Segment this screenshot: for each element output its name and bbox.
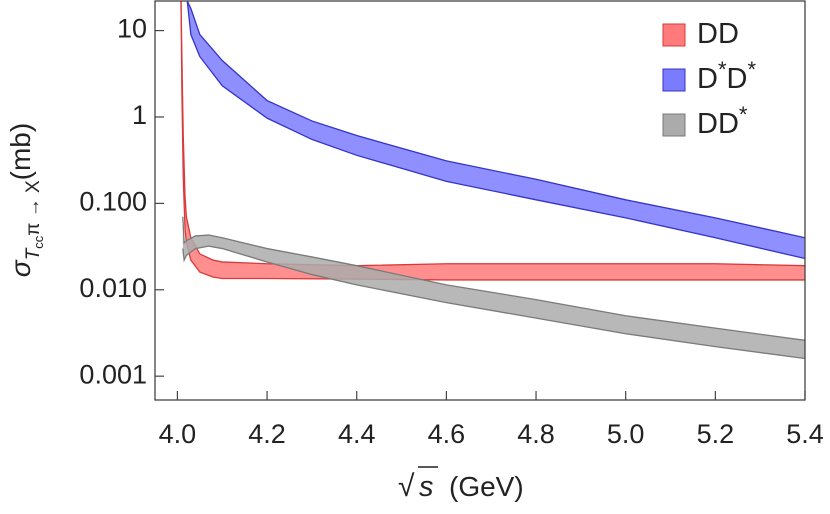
y-tick-label: 0.100: [79, 187, 147, 217]
x-tick-label: 5.0: [607, 419, 645, 449]
y-label-part: (mb): [5, 123, 36, 181]
legend-swatch: [662, 113, 686, 137]
x-tick-label: 4.0: [159, 419, 197, 449]
legend-swatch: [662, 68, 686, 92]
x-tick-label: 5.2: [697, 419, 735, 449]
legend-label: DD: [697, 18, 739, 50]
y-tick-label: 1: [132, 100, 147, 130]
band-lower-edge: [180, 1, 805, 281]
y-tick-label: 10: [117, 14, 147, 44]
legend-label: D*D*: [697, 57, 756, 95]
band-upper-edge: [182, 216, 805, 341]
x-tick-label: 5.4: [786, 419, 824, 449]
x-label-unit: (GeV): [449, 471, 524, 502]
band-lower-edge: [186, 1, 805, 260]
legend-swatch: [662, 23, 686, 47]
y-label-part: π → X: [23, 180, 44, 236]
y-label-part: σ: [5, 259, 36, 277]
legend-label: DD*: [697, 102, 748, 140]
band-upper-edge: [180, 1, 805, 267]
y-tick-label: 0.001: [79, 359, 147, 389]
y-label-part: T: [23, 247, 44, 260]
x-label-radical: √: [398, 470, 415, 503]
x-tick-label: 4.6: [428, 419, 466, 449]
band-lower-edge: [182, 245, 805, 360]
band-area: [187, 1, 805, 259]
y-axis-label: σTccπ → X(mb): [5, 123, 46, 277]
band-upper-edge: [186, 1, 805, 239]
plot-frame: [154, 0, 806, 401]
x-label-variable: s: [419, 471, 434, 503]
y-label-part: cc: [31, 235, 46, 249]
x-tick-label: 4.4: [338, 419, 376, 449]
plot-area: [180, 1, 805, 360]
y-tick-label: 0.010: [79, 273, 147, 303]
x-tick-label: 4.8: [517, 419, 555, 449]
x-tick-label: 4.2: [248, 419, 286, 449]
band-area: [182, 216, 805, 359]
